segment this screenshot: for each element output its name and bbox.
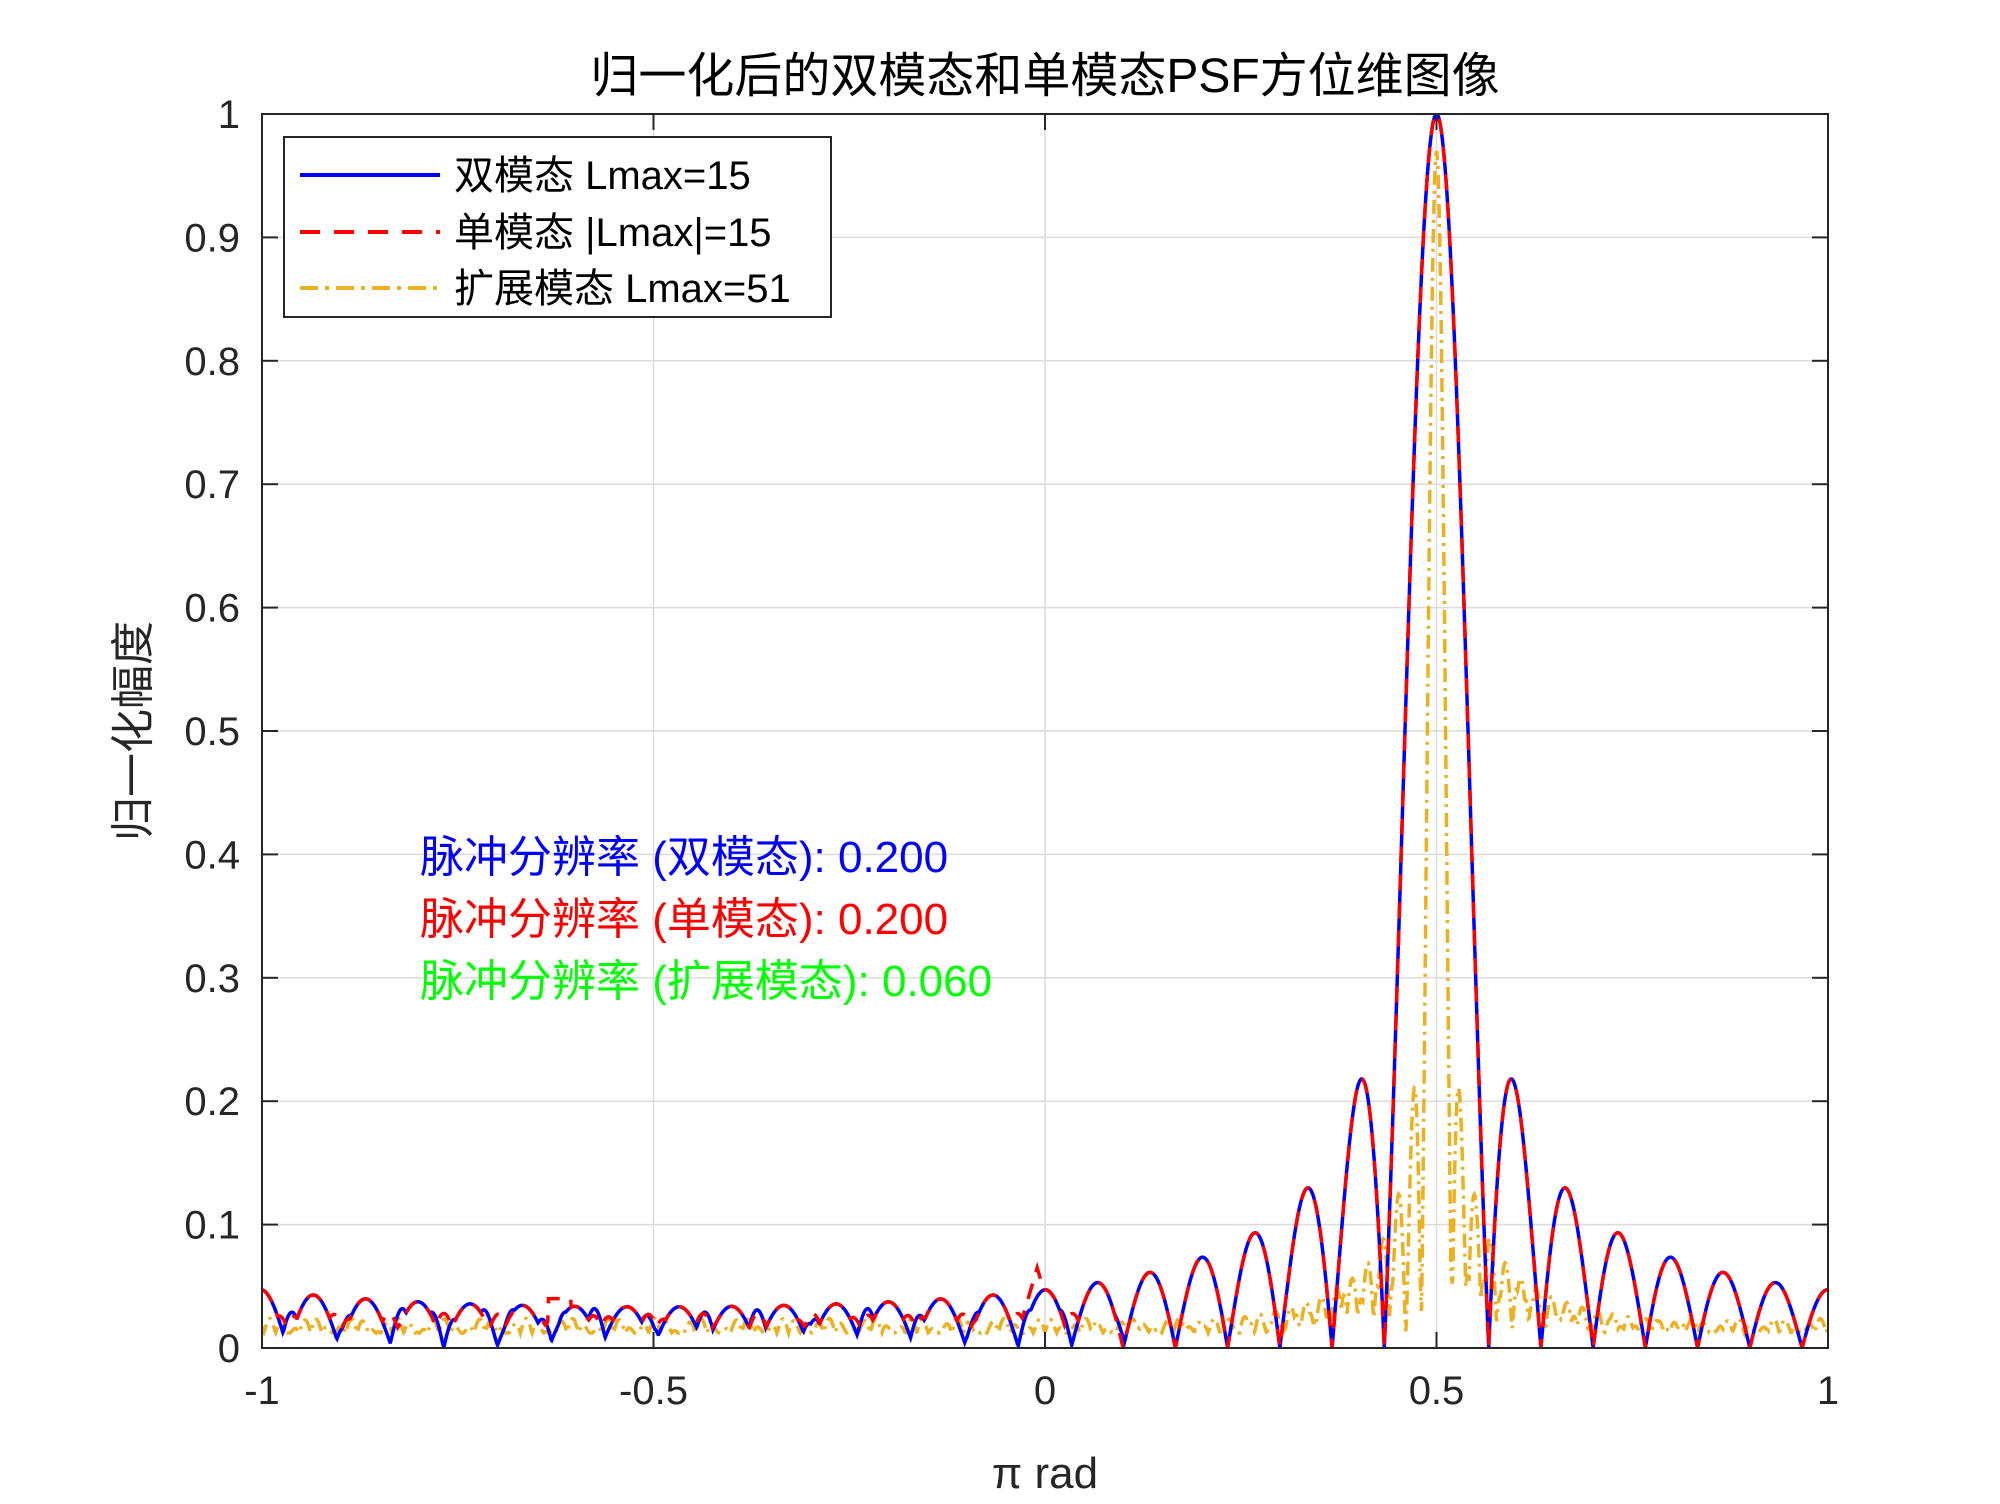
- series-line-extended: [262, 150, 1828, 1340]
- series-line-unimodal: [262, 114, 1828, 1348]
- y-tick-label: 0.1: [184, 1204, 240, 1248]
- legend: 双模态 Lmax=15 单模态 |Lmax|=15 扩展模态 Lmax=51: [283, 136, 832, 318]
- x-tick-label: 0: [1034, 1369, 1056, 1413]
- x-tick-label: 0.5: [1409, 1369, 1465, 1413]
- ticks: [261, 113, 1829, 1349]
- y-tick-label: 0.6: [184, 587, 240, 631]
- y-tick-label: 1: [218, 93, 240, 137]
- x-tick-label: 1: [1817, 1369, 1839, 1413]
- y-axis-label: 归一化幅度: [109, 621, 158, 841]
- x-tick-label: -1: [244, 1369, 280, 1413]
- y-tick-label: 0.7: [184, 463, 240, 507]
- tick-labels: -1 -0.5 0 0.5 1 0 0.1 0.2 0.3 0.4 0.5 0.6 0.7 0.8 0.9 1: [184, 93, 1839, 1413]
- y-tick-label: 0.2: [184, 1080, 240, 1124]
- annotation-extended: 脉冲分辨率 (扩展模态): 0.060: [420, 957, 992, 1006]
- y-tick-label: 0.5: [184, 710, 240, 754]
- annotation-bimodal: 脉冲分辨率 (双模态): 0.200: [420, 833, 948, 882]
- series-layer: [262, 114, 1828, 1348]
- y-tick-label: 0.4: [184, 833, 240, 877]
- legend-label-extended: 扩展模态 Lmax=51: [454, 267, 791, 311]
- y-tick-label: 0: [218, 1327, 240, 1371]
- x-axis-label: π rad: [992, 1449, 1098, 1498]
- y-tick-label: 0.3: [184, 957, 240, 1001]
- x-tick-label: -0.5: [619, 1369, 688, 1413]
- legend-label-bimodal: 双模态 Lmax=15: [454, 154, 751, 198]
- chart-title: 归一化后的双模态和单模态PSF方位维图像: [590, 50, 1499, 103]
- y-tick-label: 0.8: [184, 340, 240, 384]
- annotation-unimodal: 脉冲分辨率 (单模态): 0.200: [420, 895, 948, 944]
- y-tick-label: 0.9: [184, 216, 240, 260]
- legend-label-unimodal: 单模态 |Lmax|=15: [454, 211, 772, 255]
